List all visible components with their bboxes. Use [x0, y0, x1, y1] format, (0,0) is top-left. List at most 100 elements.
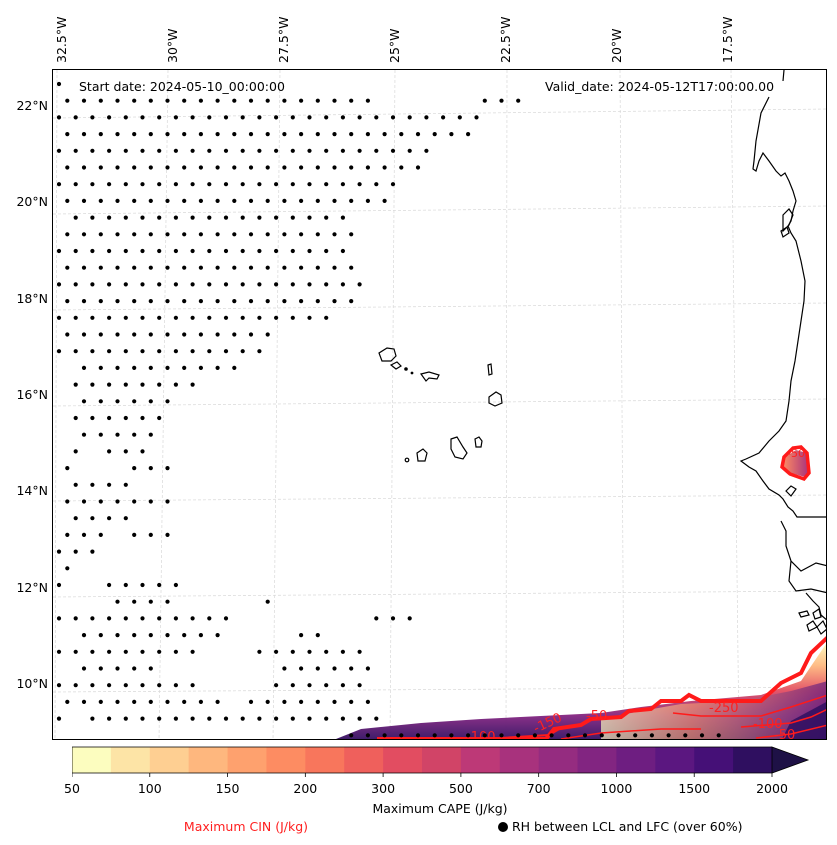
rh-dot: [290, 716, 295, 721]
rh-dot: [73, 516, 78, 521]
rh-dot: [198, 699, 203, 705]
rh-dot: [190, 349, 195, 354]
rh-dot: [132, 132, 137, 137]
rh-dot: [140, 349, 145, 354]
rh-dot: [115, 198, 120, 203]
rh-dot: [56, 582, 62, 588]
rh-dot: [182, 198, 187, 203]
rh-dot: [299, 98, 304, 103]
rh-dot: [123, 215, 128, 220]
rh-dot: [415, 132, 421, 137]
rh-dot: [56, 549, 62, 554]
rh-dot: [282, 699, 287, 705]
rh-dot: [148, 98, 153, 103]
rh-dot: [315, 633, 320, 638]
rh-dot: [182, 265, 187, 270]
rh-dot: [332, 699, 337, 705]
cin-contour-outer: [377, 636, 826, 739]
rh-dot: [340, 148, 345, 153]
rh-dot: [140, 248, 145, 254]
cape-fill: [336, 450, 826, 739]
rh-dot: [107, 248, 112, 254]
colorbar-tick-label: 700: [526, 781, 551, 796]
rh-dot: [157, 315, 162, 320]
rh-dot: [165, 633, 170, 638]
rh-dot: [332, 198, 337, 203]
rh-dot: [365, 699, 370, 705]
rh-dot: [332, 299, 337, 304]
rh-dot: [115, 98, 120, 103]
rh-dot: [81, 532, 87, 538]
colorbar-tick-label: 2000: [756, 781, 788, 796]
rh-dot: [223, 248, 229, 254]
rh-dot: [599, 733, 604, 738]
rh-dot: [307, 248, 312, 254]
rh-dot: [198, 232, 203, 237]
rh-dot: [382, 733, 387, 738]
rh-dot: [432, 733, 437, 738]
cape-verde-islands: [378, 347, 503, 463]
rh-dot: [248, 98, 254, 103]
rh-dot: [190, 248, 195, 254]
rh-dot: [248, 699, 254, 705]
rh-dot: [140, 415, 145, 421]
rh-dot: [207, 282, 212, 287]
cin-contour-label: -50: [787, 447, 805, 460]
rh-dot: [65, 566, 70, 571]
rh-dot: [257, 315, 262, 320]
rh-dot: [173, 315, 178, 320]
rh-dot: [299, 265, 304, 270]
rh-dot: [140, 716, 145, 721]
rh-dot: [374, 115, 379, 120]
colorbar-segment: [422, 747, 462, 773]
rh-dot: [282, 265, 287, 270]
rh-dot: [299, 633, 304, 638]
colorbar-tick-label: 500: [448, 781, 473, 796]
lon-label: 32.5°W: [54, 16, 69, 63]
rh-dot: [165, 532, 170, 538]
rh-dot: [173, 649, 178, 654]
rh-dot: [132, 165, 137, 170]
rh-dot: [148, 265, 153, 270]
rh-dot: [98, 98, 103, 103]
rh-dot: [232, 132, 237, 137]
colorbar-tick-label: 1000: [600, 781, 633, 796]
rh-dot: [349, 699, 354, 705]
rh-dot: [190, 649, 195, 654]
rh-dot: [107, 649, 112, 654]
rh-dot: [265, 98, 270, 103]
rh-dot: [81, 332, 87, 337]
rh-dot: [532, 733, 538, 738]
rh-dot: [107, 182, 112, 187]
rh-dot: [107, 582, 112, 588]
rh-dot: [257, 248, 262, 254]
island-santiago: [450, 436, 468, 460]
rh-dot: [90, 649, 95, 654]
rh-dot: [274, 115, 279, 120]
colorbar-extend-arrow: [771, 746, 810, 774]
cape-colorbar: [72, 746, 810, 777]
colorbar-tick-label: 50: [64, 781, 80, 796]
rh-dot: [516, 733, 521, 738]
rh-dot: [73, 382, 78, 387]
rh-dot: [340, 182, 345, 187]
rh-dot: [182, 299, 187, 304]
rh-dot: [299, 132, 304, 137]
rh-dot: [307, 282, 312, 287]
rh-dot: [73, 215, 78, 220]
rh-dot: [107, 516, 112, 521]
rh-dot: [274, 315, 279, 320]
rh-dot: [65, 499, 70, 504]
rh-dot: [115, 432, 120, 437]
rh-dot: [73, 182, 78, 187]
rh-dot: [399, 165, 404, 170]
rh-dot: [198, 265, 203, 270]
rh-dot: [282, 132, 287, 137]
rh-dot: [65, 198, 70, 203]
rh-dot: [98, 198, 103, 203]
island-maio: [474, 436, 483, 448]
lat-label: 14°N: [16, 483, 48, 498]
rh-dot: [73, 349, 78, 354]
rh-dot: [81, 666, 87, 671]
rh-dot: [299, 299, 304, 304]
